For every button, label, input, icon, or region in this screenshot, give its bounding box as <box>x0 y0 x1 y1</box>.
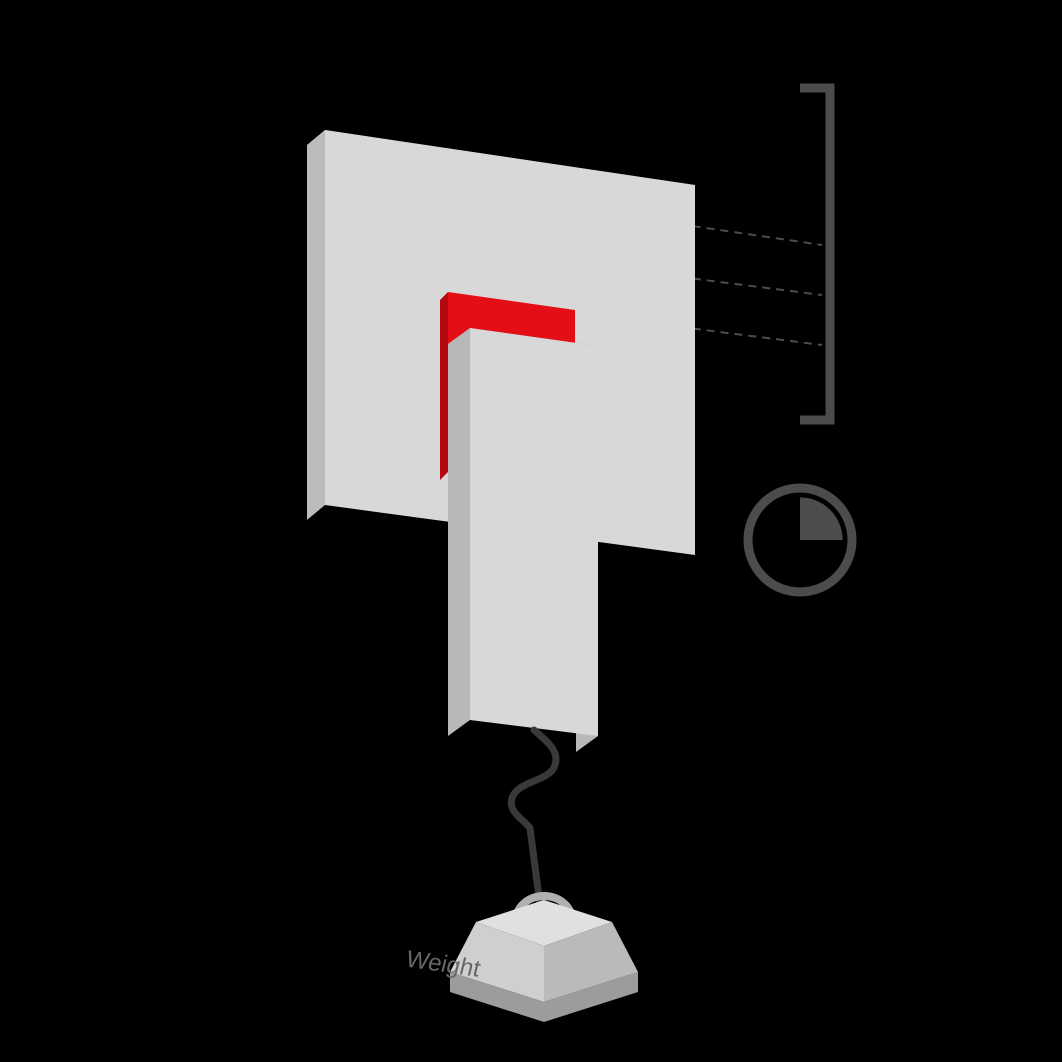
shear-test-diagram: Weight <box>0 0 1062 1062</box>
clock-icon <box>748 488 852 592</box>
rope <box>511 730 556 905</box>
front-bar <box>448 328 598 752</box>
